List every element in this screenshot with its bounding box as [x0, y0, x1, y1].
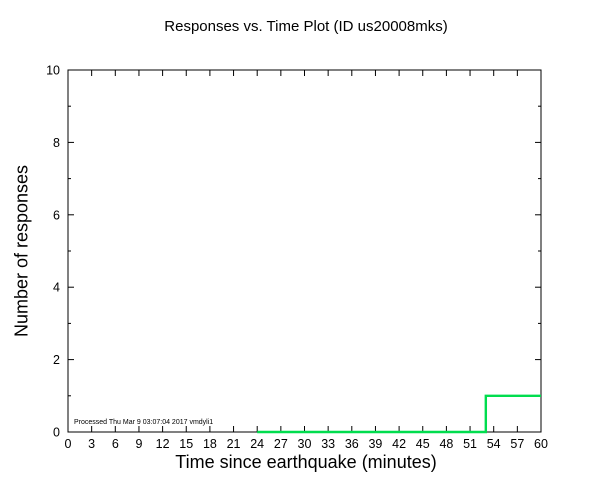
axes-frame [67, 69, 542, 433]
y-tick-label: 4 [53, 281, 60, 295]
x-tick-label: 36 [345, 437, 359, 451]
x-tick-label: 30 [298, 437, 312, 451]
processed-timestamp: Processed Thu Mar 9 03:07:04 2017 vmdyli… [74, 419, 214, 426]
x-tick-label: 15 [179, 437, 193, 451]
x-axis-label: Time since earthquake (minutes) [175, 452, 437, 472]
x-tick-label: 9 [135, 437, 142, 451]
x-tick-label: 18 [203, 437, 217, 451]
y-tick-label: 2 [53, 353, 60, 367]
x-tick-label: 54 [487, 437, 501, 451]
x-tick-label: 48 [439, 437, 453, 451]
x-tick-label: 24 [250, 437, 264, 451]
x-tick-label: 51 [463, 437, 477, 451]
y-tick-label: 0 [53, 426, 60, 440]
x-tick-label: 0 [65, 437, 72, 451]
x-tick-label: 27 [274, 437, 288, 451]
x-tick-label: 45 [416, 437, 430, 451]
y-tick-label: 6 [53, 208, 60, 222]
chart-title: Responses vs. Time Plot (ID us20008mks) [164, 18, 448, 35]
y-tick-label: 8 [53, 136, 60, 150]
x-tick-label: 39 [368, 437, 382, 451]
x-tick-label: 12 [156, 437, 170, 451]
x-tick-label: 60 [534, 437, 548, 451]
x-tick-label: 33 [321, 437, 335, 451]
x-tick-label: 21 [227, 437, 241, 451]
series-responses [257, 394, 541, 434]
y-tick-label: 10 [46, 64, 60, 78]
x-tick-label: 3 [88, 437, 95, 451]
x-tick-label: 42 [392, 437, 406, 451]
x-tick-label: 57 [510, 437, 524, 451]
x-tick-label: 6 [112, 437, 119, 451]
y-axis-label: Number of responses [11, 164, 32, 338]
